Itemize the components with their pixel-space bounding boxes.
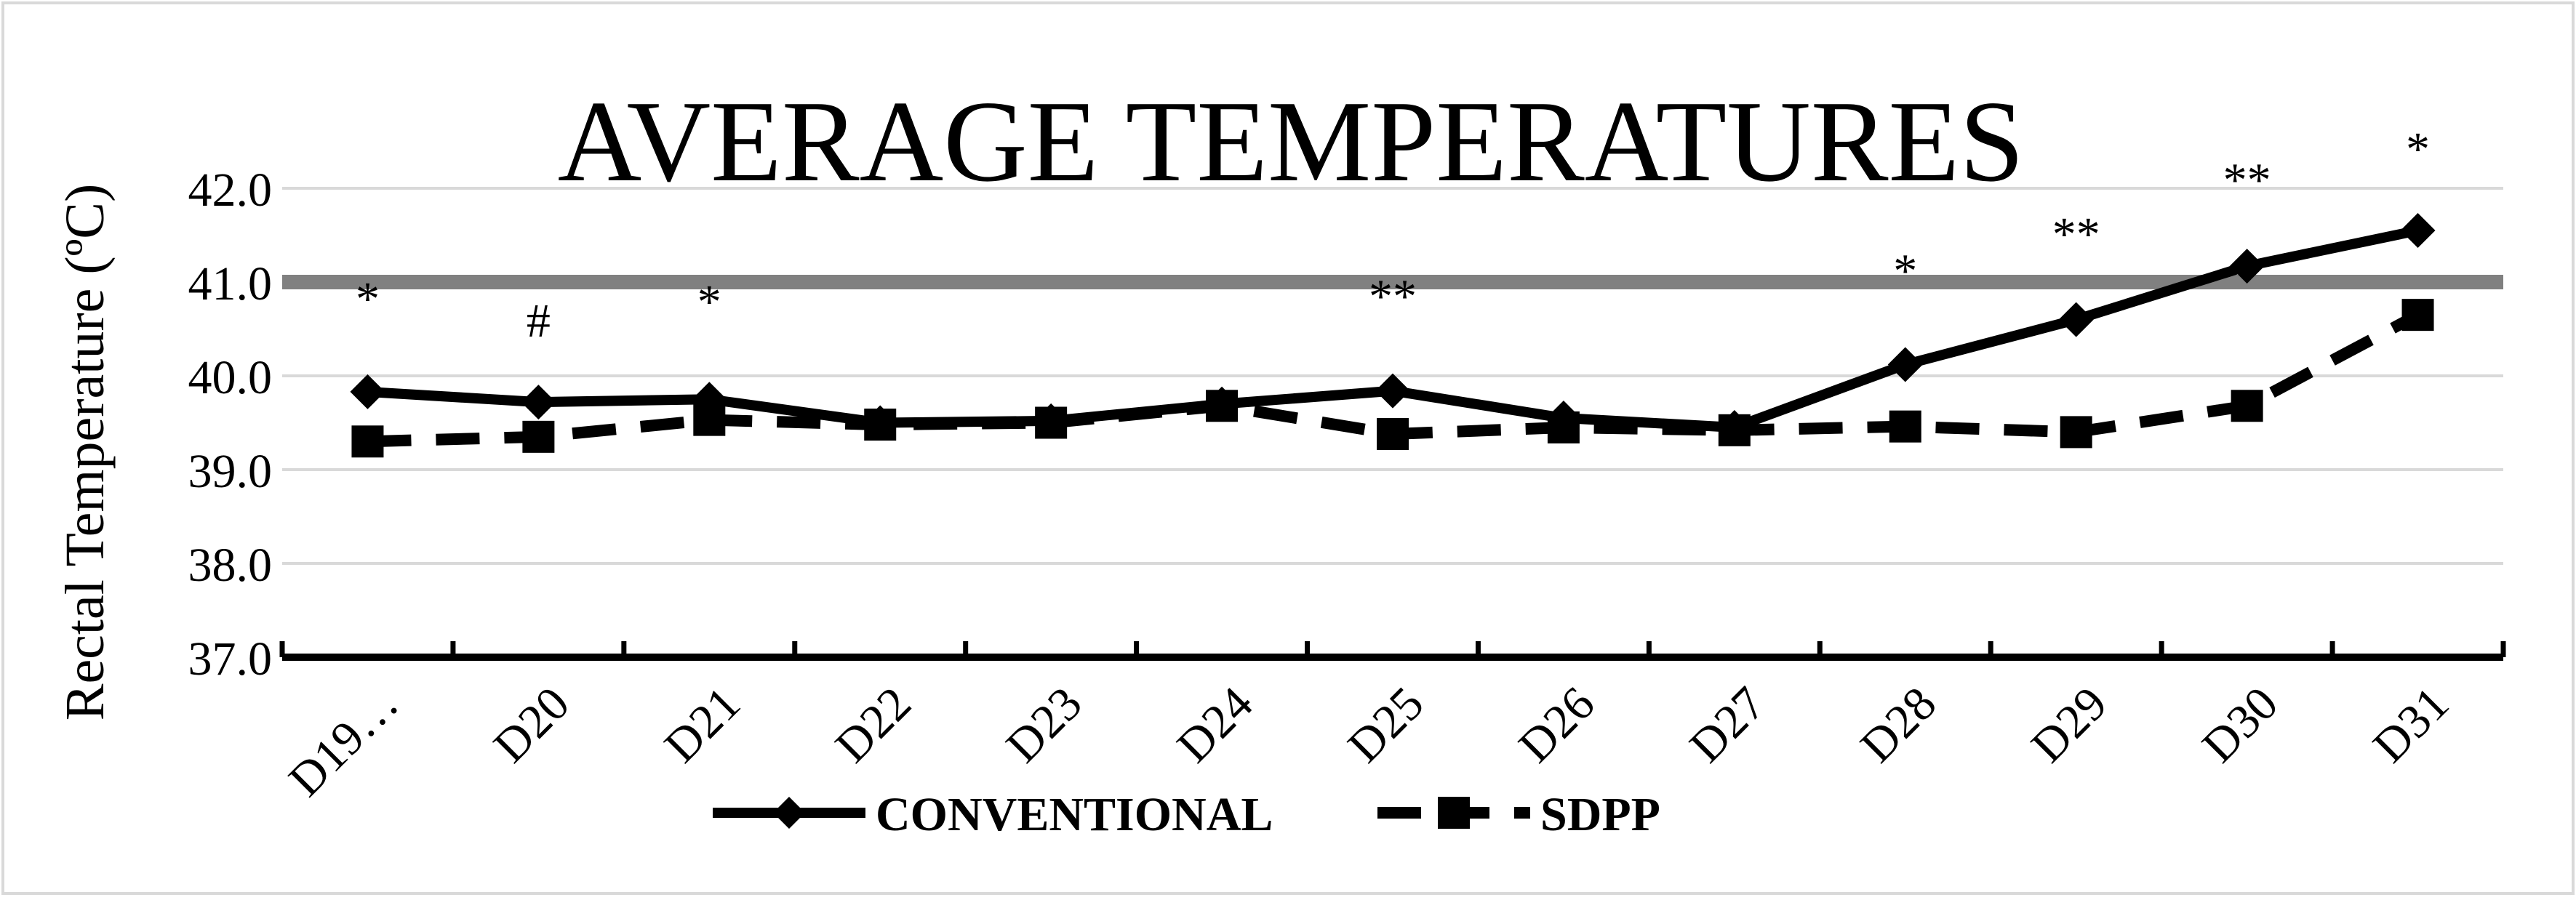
legend-label-conventional: CONVENTIONAL [876,788,1273,841]
data-point-square [1889,410,1921,443]
significance-marker: ** [2052,208,2100,261]
data-point-square [351,425,384,458]
significance-marker: * [697,276,721,329]
y-tick-label: 37.0 [188,632,273,686]
y-tick-label: 40.0 [188,351,273,404]
data-point-square [522,420,555,453]
data-point-square [1547,411,1580,443]
significance-marker: * [2406,123,2430,176]
data-point-square [864,409,897,441]
data-point-diamond [2229,249,2265,284]
gridlines [282,187,2503,565]
data-point-diamond [521,385,556,420]
significance-marker: * [1893,244,1917,297]
legend-marker-square [1438,797,1470,829]
legend: CONVENTIONAL SDPP [713,788,1660,841]
data-point-square [1377,417,1409,450]
y-axis-label: Rectal Temperature (ºC) [55,184,116,721]
y-tick-label: 41.0 [188,257,273,310]
chart-title: AVERAGE TEMPERATURES [558,76,2025,206]
legend-label-sdpp: SDPP [1540,788,1660,841]
y-tick-label: 39.0 [188,445,273,498]
annotations: * # * ** ****** [356,123,2430,347]
data-point-square [2231,390,2263,422]
data-point-square [1206,390,1239,422]
significance-marker: # [527,294,551,347]
axes [279,641,2506,661]
data-point-square [2401,299,2434,332]
data-point-square [1718,414,1751,446]
significance-marker: * [356,273,380,326]
legend-marker-diamond [773,797,805,829]
data-point-square [1035,406,1068,439]
y-tick-label: 38.0 [188,539,273,592]
series-layer [350,213,2436,458]
data-point-diamond [1887,347,1923,382]
y-tick-label: 42.0 [188,164,273,217]
significance-marker: ** [2223,153,2271,206]
data-point-diamond [2400,213,2436,249]
data-point-square [693,403,726,436]
data-point-diamond [350,374,385,409]
data-point-square [2060,416,2092,449]
data-point-diamond [1375,373,1410,409]
data-point-diamond [2058,302,2094,337]
significance-marker: ** [1369,270,1417,323]
